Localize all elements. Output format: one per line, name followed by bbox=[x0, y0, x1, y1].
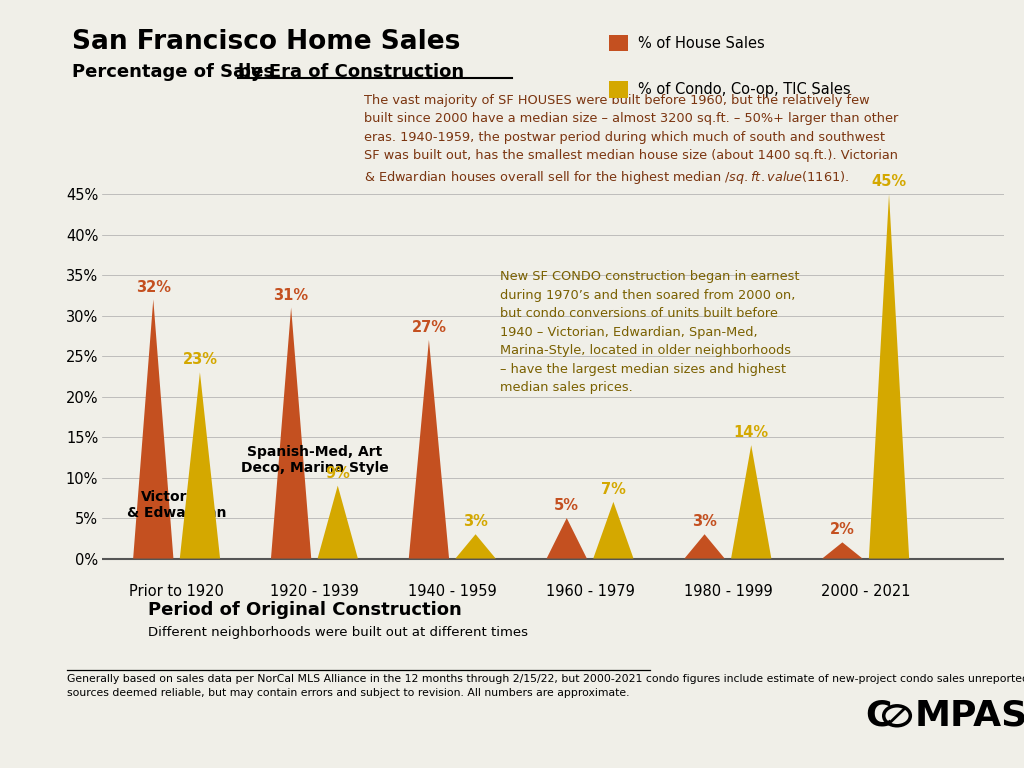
Text: 2000 - 2021: 2000 - 2021 bbox=[821, 584, 910, 600]
Text: 1940 - 1959: 1940 - 1959 bbox=[408, 584, 497, 600]
Text: San Francisco Home Sales: San Francisco Home Sales bbox=[72, 29, 460, 55]
Text: The vast majority of SF HOUSES were built before 1960, but the relatively few
bu: The vast majority of SF HOUSES were buil… bbox=[364, 94, 898, 186]
Text: 7%: 7% bbox=[601, 482, 626, 497]
Text: by Era of Construction: by Era of Construction bbox=[238, 63, 464, 81]
Text: 23%: 23% bbox=[182, 353, 217, 367]
Text: 1980 - 1999: 1980 - 1999 bbox=[683, 584, 772, 600]
Text: 31%: 31% bbox=[273, 288, 308, 303]
Text: % of House Sales: % of House Sales bbox=[638, 35, 765, 51]
Text: Different neighborhoods were built out at different times: Different neighborhoods were built out a… bbox=[148, 626, 528, 639]
Polygon shape bbox=[731, 445, 771, 558]
Polygon shape bbox=[593, 502, 634, 558]
Text: 1920 - 1939: 1920 - 1939 bbox=[270, 584, 358, 600]
Text: 14%: 14% bbox=[733, 425, 769, 440]
Text: Period of Original Construction: Period of Original Construction bbox=[148, 601, 462, 618]
Text: Prior to 1920: Prior to 1920 bbox=[129, 584, 224, 600]
Polygon shape bbox=[180, 372, 220, 558]
Polygon shape bbox=[684, 535, 725, 558]
Polygon shape bbox=[869, 194, 909, 558]
Text: C: C bbox=[865, 699, 892, 733]
Polygon shape bbox=[409, 340, 450, 558]
Text: 27%: 27% bbox=[412, 320, 446, 335]
Text: 32%: 32% bbox=[136, 280, 171, 294]
Text: 45%: 45% bbox=[871, 174, 906, 189]
Text: 1960 - 1979: 1960 - 1979 bbox=[546, 584, 635, 600]
Text: 5%: 5% bbox=[554, 498, 580, 513]
Polygon shape bbox=[271, 307, 311, 558]
Text: Spanish-Med, Art
Deco, Marina Style: Spanish-Med, Art Deco, Marina Style bbox=[241, 445, 388, 475]
Polygon shape bbox=[456, 535, 496, 558]
Text: Percentage of Sales: Percentage of Sales bbox=[72, 63, 280, 81]
FancyBboxPatch shape bbox=[609, 35, 628, 51]
Polygon shape bbox=[822, 542, 862, 558]
Text: New SF CONDO construction began in earnest
during 1970’s and then soared from 20: New SF CONDO construction began in earne… bbox=[500, 270, 799, 394]
Polygon shape bbox=[133, 300, 173, 558]
Text: 9%: 9% bbox=[326, 466, 350, 481]
Text: % of Condo, Co-op, TIC Sales: % of Condo, Co-op, TIC Sales bbox=[638, 81, 851, 97]
Polygon shape bbox=[317, 485, 358, 558]
FancyBboxPatch shape bbox=[609, 81, 628, 98]
Text: Generally based on sales data per NorCal MLS Alliance in the 12 months through 2: Generally based on sales data per NorCal… bbox=[67, 674, 1024, 698]
Text: 3%: 3% bbox=[692, 515, 717, 529]
Text: MPASS: MPASS bbox=[914, 699, 1024, 733]
Text: 3%: 3% bbox=[463, 515, 488, 529]
Polygon shape bbox=[547, 518, 587, 558]
Text: 2%: 2% bbox=[829, 522, 855, 538]
Text: Victorian
& Edwardian: Victorian & Edwardian bbox=[127, 490, 226, 520]
